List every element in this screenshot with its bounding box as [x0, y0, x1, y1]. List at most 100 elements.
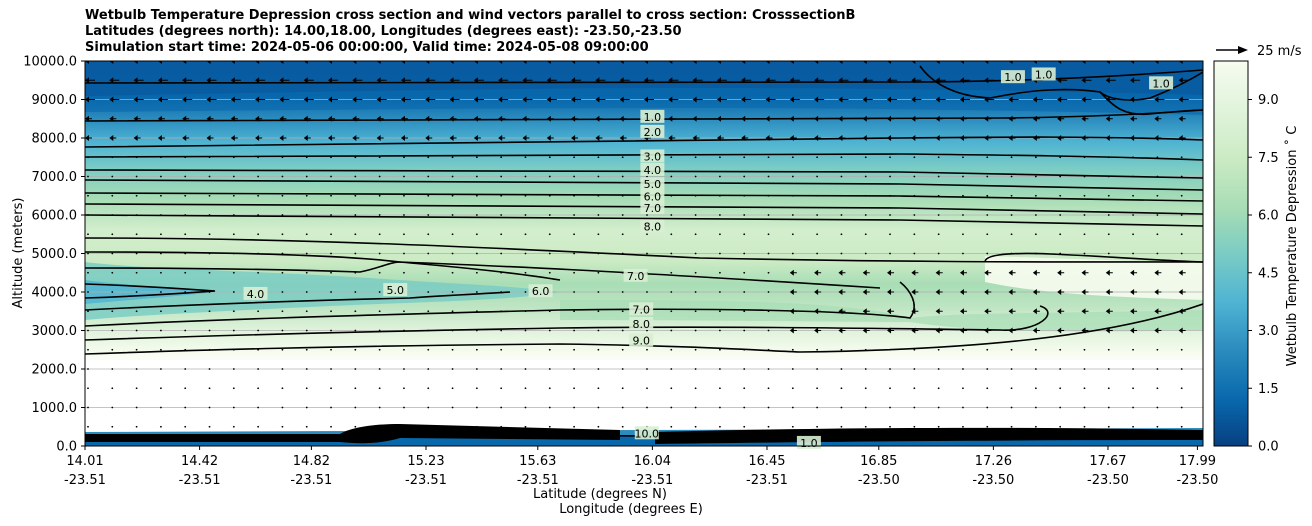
wind-vector	[621, 233, 624, 236]
wind-vector	[378, 291, 381, 293]
wind-vector	[524, 214, 527, 216]
wind-vector	[743, 368, 746, 370]
wind-vector	[524, 310, 527, 313]
wind-vector	[475, 348, 478, 351]
wind-vector	[427, 387, 430, 390]
wind-vector	[1010, 252, 1013, 255]
wind-vector	[524, 329, 527, 332]
wind-vector	[741, 135, 749, 141]
wind-vector	[937, 368, 940, 370]
wind-vector	[984, 289, 992, 295]
wind-vector	[133, 115, 141, 122]
svg-text:4.0: 4.0	[247, 288, 265, 301]
wind-vector	[305, 425, 308, 428]
wind-vector	[984, 77, 995, 84]
wind-vector	[962, 175, 964, 178]
wind-vector	[595, 135, 603, 141]
wind-vector	[378, 233, 381, 236]
wind-vector	[328, 96, 339, 103]
wind-vector	[524, 156, 527, 159]
wind-vector	[548, 329, 551, 332]
wind-vector	[524, 368, 527, 370]
wind-vector	[1107, 233, 1110, 236]
wind-vector	[87, 291, 89, 293]
wind-vector	[281, 368, 284, 370]
wind-vector	[281, 425, 284, 428]
wind-vector	[838, 308, 846, 315]
wind-vector	[524, 387, 527, 390]
wind-vector	[694, 156, 697, 159]
wind-vector	[328, 115, 336, 122]
wind-vector	[913, 194, 916, 197]
wind-vector	[111, 194, 114, 197]
wind-vector	[573, 425, 575, 428]
wind-vector	[400, 115, 408, 122]
wind-vector	[791, 368, 794, 370]
wind-vector	[935, 308, 943, 315]
wind-vector	[670, 425, 673, 428]
wind-vector	[352, 115, 360, 122]
wind-vector	[473, 135, 481, 141]
x-tick-label-lon: -23.51	[746, 473, 788, 488]
wind-vector	[548, 271, 551, 274]
wind-vector	[743, 233, 746, 236]
wind-vector	[719, 310, 721, 313]
wind-vector	[767, 387, 770, 390]
wind-vector	[864, 194, 867, 197]
wind-vector	[522, 61, 533, 64]
contour-label: 1.0	[796, 435, 821, 450]
wind-vector	[1083, 214, 1086, 216]
contour-label: 5.0	[383, 283, 408, 297]
wind-vector	[595, 77, 606, 84]
wind-vector	[184, 194, 187, 197]
wind-vector	[789, 61, 800, 64]
wind-vector	[1130, 308, 1138, 315]
wind-vector	[1010, 194, 1013, 197]
wind-vector	[524, 233, 527, 236]
wind-vector	[354, 291, 357, 293]
wind-vector	[330, 214, 332, 216]
wind-vector	[814, 308, 822, 315]
wind-vector	[400, 135, 408, 141]
wind-vector	[962, 194, 964, 197]
wind-vector	[1107, 156, 1110, 159]
wind-vector	[1130, 327, 1138, 334]
wind-vector	[1032, 269, 1040, 276]
wind-vector	[1132, 233, 1134, 236]
wind-vector	[1083, 406, 1086, 409]
wind-vector	[889, 348, 891, 351]
wind-vector	[595, 96, 606, 103]
wind-vector	[257, 329, 260, 332]
wind-vector	[986, 348, 989, 351]
wind-reference-arrowhead	[1238, 46, 1248, 54]
wind-vector	[913, 387, 916, 390]
wind-vector	[959, 308, 967, 315]
wind-vector	[475, 310, 478, 313]
wind-vector	[573, 175, 575, 178]
wind-vector	[427, 368, 430, 370]
wind-vector	[206, 96, 217, 103]
wind-vector	[816, 348, 819, 351]
wind-vector	[694, 348, 697, 351]
colorbar-tick-label: 7.5	[1258, 151, 1279, 166]
wind-vector	[1059, 214, 1062, 216]
wind-vector	[257, 252, 260, 255]
wind-vector	[621, 348, 624, 351]
wind-vector	[1156, 214, 1159, 216]
contour-label: 1.0	[1149, 76, 1174, 90]
colorbar-axis: 0.0 1.5 3.0 4.5 6.0 7.5 9.0	[1248, 93, 1279, 455]
wind-vector	[597, 194, 600, 197]
wind-vector	[1154, 289, 1162, 295]
svg-text:1.0: 1.0	[1035, 68, 1053, 81]
wind-vector	[475, 291, 478, 293]
wind-vector	[986, 368, 989, 370]
wind-vector	[255, 61, 266, 64]
wind-vector	[160, 214, 162, 216]
wind-vector	[840, 368, 843, 370]
wind-vector	[157, 77, 168, 84]
x-tick-label-lon: -23.51	[64, 473, 106, 488]
wind-vector	[838, 115, 846, 122]
wind-vector	[913, 252, 916, 255]
wind-vector	[937, 175, 940, 178]
wind-vector	[111, 310, 114, 313]
